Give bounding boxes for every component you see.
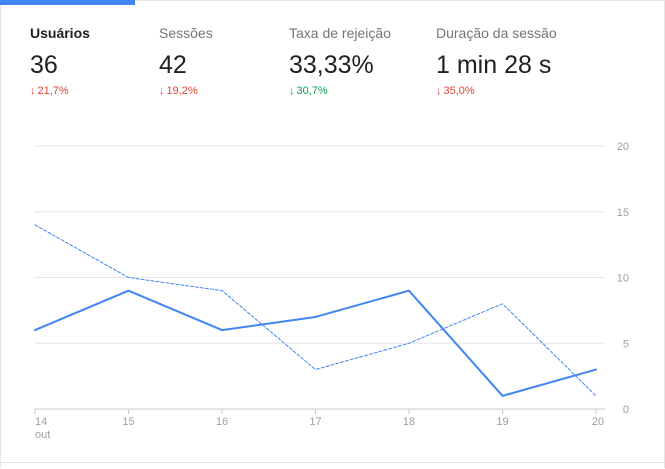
x-tick-label: 17 <box>309 416 321 428</box>
x-tick-label: 19 <box>496 416 508 428</box>
x-tick-label: 14 <box>35 416 47 428</box>
metric-label: Usuários <box>30 25 90 41</box>
metric-label: Sessões <box>159 25 213 41</box>
metric-value: 42 <box>159 51 187 79</box>
metric-label: Taxa de rejeição <box>289 25 391 41</box>
metric-change: ↓ 19,2% <box>159 85 198 97</box>
metric-change-value: 21,7% <box>37 85 69 97</box>
x-tick-label: 15 <box>122 416 134 428</box>
series-line-current-period <box>34 289 597 397</box>
y-tick-label: 0 <box>623 404 629 416</box>
y-tick-label: 20 <box>617 141 629 153</box>
metric-change: ↓ 21,7% <box>30 85 69 97</box>
metric-change-value: 30,7% <box>296 85 328 97</box>
metric-change-value: 35,0% <box>443 85 475 97</box>
metric-value: 1 min 28 s <box>436 51 552 79</box>
y-tick-label: 5 <box>623 338 629 350</box>
metric-value: 36 <box>30 51 58 79</box>
x-tick-label: 20 <box>592 416 604 428</box>
arrow-down-icon: ↓ <box>436 85 442 97</box>
arrow-down-icon: ↓ <box>30 85 36 97</box>
metric-change: ↓ 30,7% <box>289 85 328 97</box>
y-tick-label: 15 <box>617 207 629 219</box>
metric-value: 33,33% <box>289 51 374 79</box>
metric-change: ↓ 35,0% <box>436 85 475 97</box>
arrow-down-icon: ↓ <box>289 85 295 97</box>
series-line-previous-period <box>34 224 597 397</box>
metric-label: Duração da sessão <box>436 25 557 41</box>
metric-change-value: 19,2% <box>166 85 198 97</box>
y-tick-label: 10 <box>617 273 629 285</box>
x-tick-label: 18 <box>403 416 415 428</box>
arrow-down-icon: ↓ <box>159 85 165 97</box>
card-bottom-divider <box>0 462 665 463</box>
x-tick-label: 16 <box>216 416 228 428</box>
x-tick-sublabel: out <box>35 429 50 441</box>
active-tab-indicator <box>0 0 135 5</box>
